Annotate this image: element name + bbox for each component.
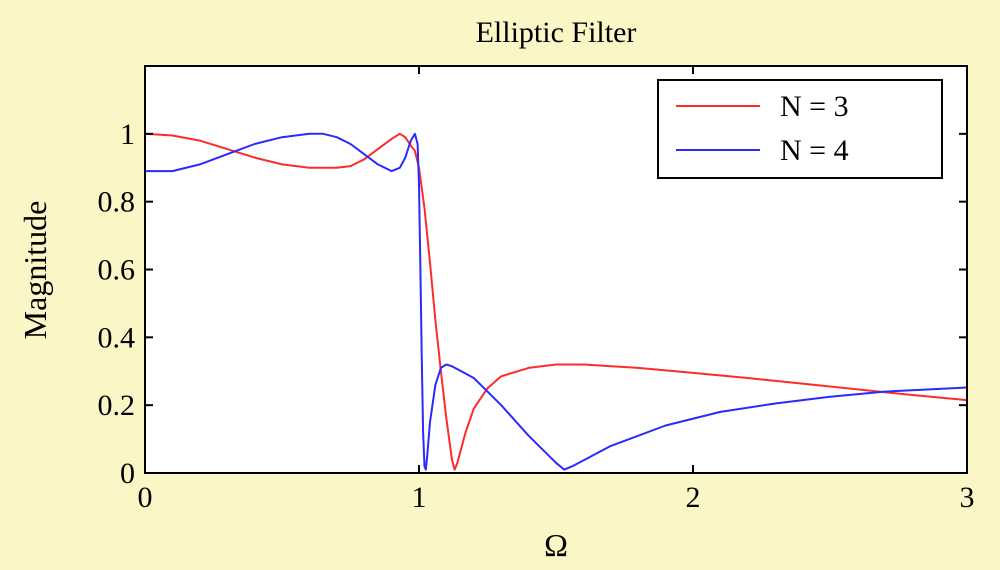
y-tick-label: 0.6 [98,254,136,287]
y-tick-label: 1 [120,118,135,151]
y-tick-label: 0.2 [98,389,136,422]
chart-title: Elliptic Filter [476,16,637,49]
series-layer [144,132,968,471]
plot-frame [144,65,968,474]
x-tick-label: 3 [960,481,975,514]
legend-label-n4: N = 4 [780,134,849,167]
y-axis-label: Magnitude [17,201,53,340]
y-tick-label: 0 [120,457,135,490]
y-tick-label: 0.8 [98,186,136,219]
legend: N = 3 N = 4 [657,79,943,179]
x-tick-label: 1 [412,481,427,514]
legend-box [657,79,943,179]
x-tick-label: 2 [686,481,701,514]
series-line-n3 [144,132,968,471]
x-axis-ticks: 0 1 2 3 [138,66,975,514]
series-line-n4 [145,132,968,471]
x-tick-label: 0 [138,481,153,514]
y-tick-label: 0.4 [98,321,136,354]
legend-label-n3: N = 3 [780,90,849,123]
x-axis-label: Ω [544,527,568,563]
